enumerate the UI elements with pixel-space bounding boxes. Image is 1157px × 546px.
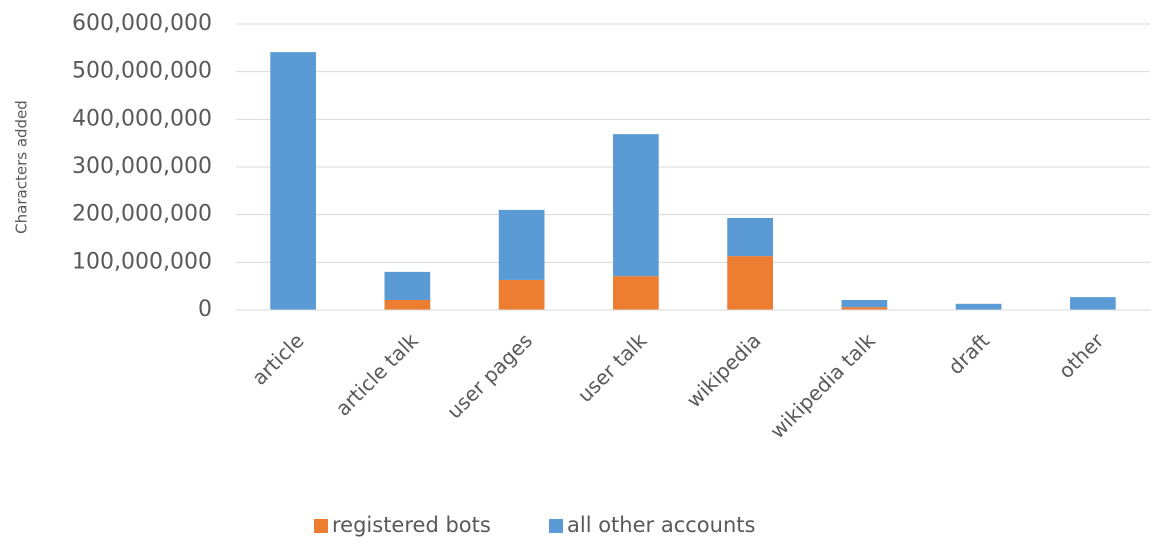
legend-swatch <box>314 519 328 533</box>
x-tick-label: user pages <box>442 328 537 423</box>
x-tick-label: article <box>247 328 308 389</box>
bar-segment <box>727 218 773 257</box>
y-tick-label: 500,000,000 <box>72 59 212 84</box>
bar-segment <box>270 52 316 311</box>
y-tick-label: 0 <box>198 297 212 322</box>
bar-segment <box>613 134 659 277</box>
x-tick-label: user talk <box>573 328 652 407</box>
x-tick-label: other <box>1054 328 1109 383</box>
bar-segment <box>384 299 431 310</box>
bar-segment <box>727 256 773 310</box>
x-tick-label: article talk <box>331 328 423 420</box>
y-axis-title: Characters added <box>13 100 31 234</box>
y-tick-label: 300,000,000 <box>72 154 212 179</box>
x-tick-label: draft <box>943 328 994 379</box>
bar-segment <box>955 303 1002 310</box>
bar-segment <box>841 307 888 310</box>
bar-segment <box>1070 297 1116 310</box>
bar-segment <box>384 271 431 300</box>
bar-segment <box>613 276 659 310</box>
y-tick-label: 100,000,000 <box>72 249 212 274</box>
x-tick-label: wikipedia <box>682 328 766 412</box>
x-tick-label: wikipedia talk <box>765 328 880 443</box>
bar-segment <box>498 209 545 280</box>
bar-segment <box>841 299 888 308</box>
y-tick-label: 200,000,000 <box>72 202 212 227</box>
legend-label: registered bots <box>332 513 491 537</box>
legend-swatch <box>549 519 563 533</box>
y-tick-label: 600,000,000 <box>72 11 212 36</box>
y-tick-label: 400,000,000 <box>72 106 212 131</box>
bar-segment <box>498 279 545 310</box>
legend-label: all other accounts <box>567 513 755 537</box>
